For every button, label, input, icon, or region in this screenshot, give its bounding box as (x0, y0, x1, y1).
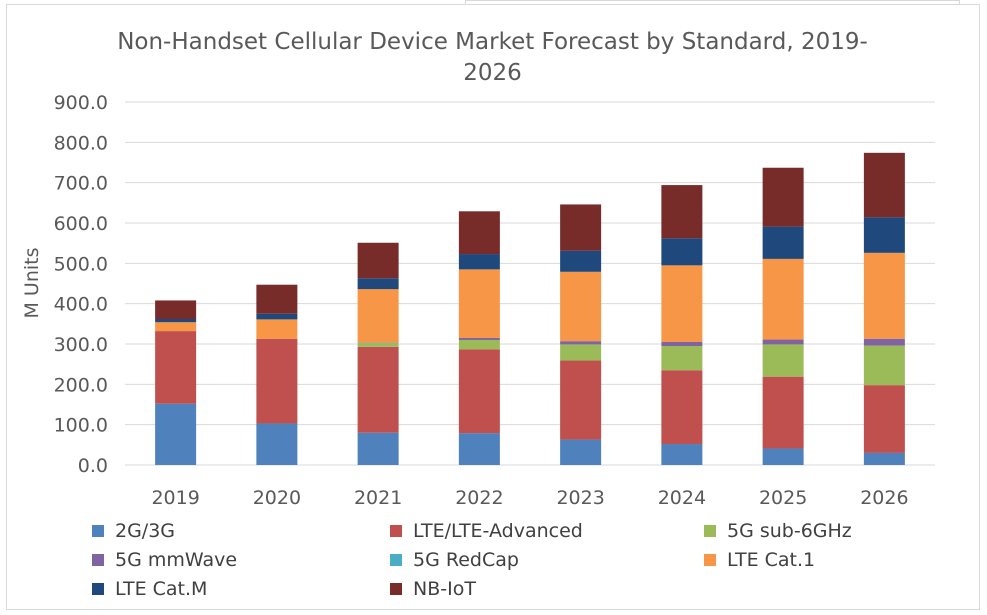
bar-segment-lte-lte-advanced (762, 376, 804, 449)
legend-item: 5G RedCap (390, 549, 519, 571)
bar-segment-lte-lte-advanced (661, 370, 703, 445)
bar-segment-nb-iot (256, 284, 298, 314)
y-tick-label: 800.0 (54, 132, 108, 154)
bar-segment-5g-mmwave (863, 338, 905, 346)
legend-item: 2G/3G (92, 520, 175, 542)
legend-label: 5G mmWave (115, 549, 238, 571)
bar-segment-5g-sub-6ghz (560, 344, 602, 361)
y-tick-label: 200.0 (54, 374, 108, 396)
legend-swatch (92, 554, 104, 566)
bar-segment-5g-sub-6ghz (357, 342, 399, 347)
bar-segment-lte-cat-m (458, 254, 500, 270)
bar-segment-2g-3g (458, 433, 500, 465)
bar-segment-nb-iot (762, 167, 804, 227)
bar-segment-lte-cat-1 (155, 322, 197, 332)
legend-swatch (92, 525, 104, 537)
bar-segment-nb-iot (560, 204, 602, 251)
bar-segment-5g-sub-6ghz (661, 346, 703, 371)
bar-segment-5g-mmwave (458, 337, 500, 340)
bar-segment-lte-cat-m (661, 238, 703, 266)
legend-label: LTE Cat.M (115, 578, 208, 600)
bar-segment-lte-lte-advanced (256, 338, 298, 424)
bar-segment-lte-lte-advanced (560, 360, 602, 440)
legend-swatch (390, 554, 402, 566)
legend-swatch (704, 554, 716, 566)
bar-segment-lte-cat-1 (661, 265, 703, 342)
bar-segment-nb-iot (458, 211, 500, 255)
bar-segment-lte-lte-advanced (357, 346, 399, 433)
bar-segment-nb-iot (357, 242, 399, 279)
chart-title-line-1: Non-Handset Cellular Device Market Forec… (117, 29, 868, 55)
legend-swatch (390, 525, 402, 537)
legend-item: 5G mmWave (92, 549, 237, 571)
y-tick-label: 700.0 (54, 173, 108, 195)
bar-segment-2g-3g (560, 439, 602, 465)
legend-item: NB-IoT (390, 578, 476, 600)
bar-segment-lte-lte-advanced (155, 331, 197, 404)
legend-item: 5G sub-6GHz (704, 520, 852, 542)
bar-segment-nb-iot (155, 300, 197, 319)
legend-swatch (390, 583, 402, 595)
bar-segment-5g-sub-6ghz (863, 345, 905, 386)
chart-title-line-2: 2026 (463, 60, 522, 86)
bar-segment-lte-cat-1 (357, 289, 399, 343)
legend-label: 2G/3G (115, 520, 176, 542)
bar-segment-lte-cat-m (863, 217, 905, 253)
bar-segment-nb-iot (661, 185, 703, 239)
y-tick-label: 600.0 (54, 213, 108, 235)
x-tick-label: 2022 (455, 487, 503, 509)
legend-label: NB-IoT (413, 578, 476, 600)
bar-segment-lte-cat-1 (256, 319, 298, 339)
bar-segment-lte-cat-m (357, 278, 399, 290)
y-tick-label: 900.0 (54, 92, 108, 114)
bar-segment-2g-3g (357, 432, 399, 465)
bar-segment-5g-mmwave (560, 341, 602, 345)
legend-label: LTE Cat.1 (727, 549, 816, 571)
legend-swatch (704, 525, 716, 537)
x-tick-label: 2026 (860, 487, 908, 509)
bar-segment-5g-mmwave (762, 339, 804, 345)
x-tick-label: 2025 (759, 487, 807, 509)
legend-label: 5G sub-6GHz (727, 520, 852, 542)
bar-segment-2g-3g (155, 403, 197, 465)
bar-segment-2g-3g (661, 444, 703, 465)
bar-segment-lte-cat-m (762, 226, 804, 259)
top-border-strip (465, 0, 960, 4)
bar-segment-2g-3g (762, 448, 804, 465)
bar-segment-lte-cat-1 (560, 271, 602, 342)
bar-segment-lte-cat-m (256, 313, 298, 320)
legend-swatch (92, 583, 104, 595)
bar-segment-nb-iot (863, 152, 905, 218)
bar-segment-lte-cat-m (155, 318, 197, 323)
x-tick-label: 2020 (253, 487, 301, 509)
chart-title: Non-Handset Cellular Device Market Forec… (90, 27, 895, 89)
x-tick-label: 2023 (556, 487, 604, 509)
legend: 2G/3G LTE/LTE-Advanced 5G sub-6GHz 5G mmWav… (92, 520, 892, 610)
legend-label: LTE/LTE-Advanced (413, 520, 583, 542)
bar-segment-lte-cat-1 (863, 252, 905, 339)
legend-item: LTE Cat.M (92, 578, 207, 600)
x-tick-label: 2019 (151, 487, 199, 509)
y-tick-label: 300.0 (54, 334, 108, 356)
y-tick-label: 0.0 (78, 455, 108, 477)
bar-segment-lte-lte-advanced (863, 385, 905, 453)
y-tick-label: 500.0 (54, 253, 108, 275)
bar-segment-5g-sub-6ghz (762, 344, 804, 377)
bar-segment-5g-mmwave (661, 341, 703, 347)
bar-segment-lte-cat-1 (458, 269, 500, 338)
x-tick-label: 2024 (658, 487, 706, 509)
legend-label: 5G RedCap (413, 549, 519, 571)
bar-segment-lte-cat-m (560, 250, 602, 272)
bar-segment-5g-sub-6ghz (458, 339, 500, 350)
legend-item: LTE/LTE-Advanced (390, 520, 583, 542)
y-tick-label: 100.0 (54, 415, 108, 437)
bar-segment-2g-3g (256, 423, 298, 465)
bar-segment-2g-3g (863, 452, 905, 465)
y-tick-label: 400.0 (54, 294, 108, 316)
x-tick-label: 2021 (354, 487, 402, 509)
bar-segment-lte-cat-1 (762, 258, 804, 340)
bar-segment-lte-lte-advanced (458, 349, 500, 434)
legend-item: LTE Cat.1 (704, 549, 815, 571)
